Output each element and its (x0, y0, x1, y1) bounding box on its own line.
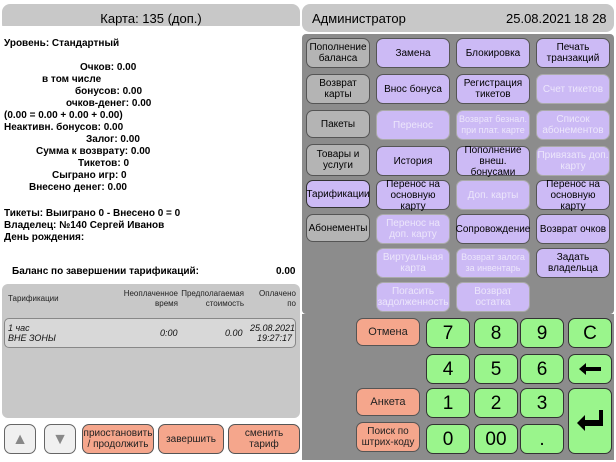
info-tickets-summary: Тикеты: Выиграно 0 - Внесено 0 = 0 (4, 208, 181, 219)
survey-button[interactable]: Анкета (356, 388, 420, 416)
admin-name: Администратор (312, 10, 406, 26)
key-00[interactable]: 00 (474, 424, 518, 454)
arrow-up-icon: ▲ (12, 430, 28, 448)
barcode-search-button[interactable]: Поиск по штрих-коду (356, 422, 420, 452)
subscriptions-list-button[interactable]: Список абонементов (536, 110, 610, 140)
info-money-deposited: Внесено денег: 0.00 (29, 182, 127, 193)
backspace-arrow-icon (579, 363, 601, 375)
key-8[interactable]: 8 (474, 318, 518, 348)
key-4[interactable]: 4 (426, 354, 470, 384)
pay-debt-button[interactable]: Погасить задолженность (376, 282, 450, 312)
link-extra-card-button[interactable]: Привязать доп. карту (536, 146, 610, 176)
key-clear[interactable]: C (568, 318, 612, 348)
info-level: Уровень: Стандартный (4, 38, 120, 49)
transfer-to-main-card-button[interactable]: Перенос на основную карту (376, 179, 450, 212)
row-cost: 0.00 (225, 328, 243, 338)
info-inactive-bonuses: Неактивн. бонусов: 0.00 (4, 122, 124, 133)
card-title: Карта: 135 (доп.) (100, 10, 202, 26)
return-card-button[interactable]: Возврат карты (306, 74, 370, 104)
transfer-button[interactable]: Перенос (376, 110, 450, 140)
admin-header: Администратор 25.08.2021 18 28 (302, 4, 614, 32)
cancel-button[interactable]: Отмена (356, 318, 420, 346)
finish-button[interactable]: завершить (158, 424, 224, 454)
info-games-played: Сыграно игр: 0 (52, 170, 127, 181)
goods-services-button[interactable]: Товары и услуги (306, 144, 370, 176)
escort-button[interactable]: Сопровождение (456, 214, 530, 244)
virtual-card-button[interactable]: Виртуальная карта (376, 248, 450, 278)
info-owner: Владелец: №140 Сергей Иванов (4, 220, 165, 231)
table-row[interactable]: 1 час ВНЕ ЗОНЫ 0:00 0.00 25.08.2021 19:2… (4, 318, 296, 348)
enter-arrow-icon (577, 410, 603, 431)
col-estimated-cost: Предполагаемая стоимость (181, 289, 244, 308)
external-bonus-topup-button[interactable]: Пополнение внеш. бонусами (456, 145, 530, 178)
info-birthday: День рождения: (4, 232, 85, 243)
packages-button[interactable]: Пакеты (306, 110, 370, 138)
print-transactions-button[interactable]: Печать транзакций (536, 38, 610, 68)
row-zone: ВНЕ ЗОНЫ (8, 333, 56, 343)
deposit-bonus-button[interactable]: Внос бонуса (376, 74, 450, 104)
balance-label: Баланс по завершении тарификаций: (12, 266, 200, 277)
backspace-key[interactable] (568, 354, 612, 384)
history-button[interactable]: История (376, 146, 450, 176)
tariffications-button[interactable]: Тарификации (306, 180, 370, 208)
change-tariff-button[interactable]: сменить тариф (228, 424, 300, 454)
scroll-down-button[interactable]: ▼ (44, 424, 76, 454)
row-paid-time: 19:27:17 (257, 333, 293, 343)
return-equipment-deposit-button[interactable]: Возврат залога за инвентарь (456, 248, 530, 278)
info-deposit: Залог: 0.00 (86, 134, 140, 145)
key-9[interactable]: 9 (520, 318, 564, 348)
arrow-down-icon: ▼ (52, 430, 68, 448)
row-name: 1 час (8, 323, 30, 333)
replace-button[interactable]: Замена (376, 38, 450, 68)
subscriptions-button[interactable]: Абонементы (306, 214, 370, 242)
key-6[interactable]: 6 (520, 354, 564, 384)
info-formula: (0.00 = 0.00 + 0.00 + 0.00) (4, 110, 123, 121)
return-points-button[interactable]: Возврат очков (536, 214, 610, 244)
key-dot[interactable]: . (520, 424, 564, 454)
col-paid-until: Оплачено по (259, 289, 296, 308)
register-tickets-button[interactable]: Регистрация тикетов (456, 74, 530, 104)
key-3[interactable]: 3 (520, 388, 564, 418)
row-unpaid: 0:00 (160, 328, 178, 338)
enter-key[interactable] (568, 388, 612, 454)
topup-balance-button[interactable]: Пополнение баланса (306, 38, 370, 68)
key-2[interactable]: 2 (474, 388, 518, 418)
info-bonuses: бонусов: 0.00 (75, 86, 143, 97)
pause-resume-button[interactable]: приостановить / продолжить (82, 424, 154, 454)
key-5[interactable]: 5 (474, 354, 518, 384)
info-money-points: очков-денег: 0.00 (66, 98, 152, 109)
ticket-count-button[interactable]: Счет тикетов (536, 74, 610, 104)
header-date: 25.08.2021 (506, 10, 572, 26)
row-paid-date: 25.08.2021 (250, 323, 296, 333)
info-including: в том числе (42, 74, 102, 85)
col-tariffication: Тарификации (8, 294, 59, 303)
info-refund-sum: Сумма к возврату: 0.00 (36, 146, 151, 157)
info-tickets: Тикетов: 0 (78, 158, 130, 169)
cashless-refund-button[interactable]: Возврат безнал. при плат. карте (456, 110, 530, 140)
key-7[interactable]: 7 (426, 318, 470, 348)
block-button[interactable]: Блокировка (456, 38, 530, 68)
col-unpaid-time: Неоплаченное время (123, 289, 178, 308)
key-0[interactable]: 0 (426, 424, 470, 454)
header-time: 18 28 (574, 10, 607, 26)
transfer-to-extra-card-button[interactable]: Перенос на доп. карту (376, 214, 450, 244)
key-1[interactable]: 1 (426, 388, 470, 418)
scroll-up-button[interactable]: ▲ (4, 424, 36, 454)
card-info-panel: Уровень: Стандартный Очков: 0.00 в том ч… (2, 26, 300, 282)
balance-value: 0.00 (276, 266, 296, 277)
tariffication-table (2, 284, 300, 418)
extra-cards-button[interactable]: Доп. карты (456, 180, 530, 210)
info-points: Очков: 0.00 (80, 62, 137, 73)
return-balance-button[interactable]: Возврат остатка (456, 282, 530, 312)
transfer-to-main-card-button-2[interactable]: Перенос на основную карту (536, 179, 610, 212)
set-owner-button[interactable]: Задать владельца (536, 248, 610, 278)
